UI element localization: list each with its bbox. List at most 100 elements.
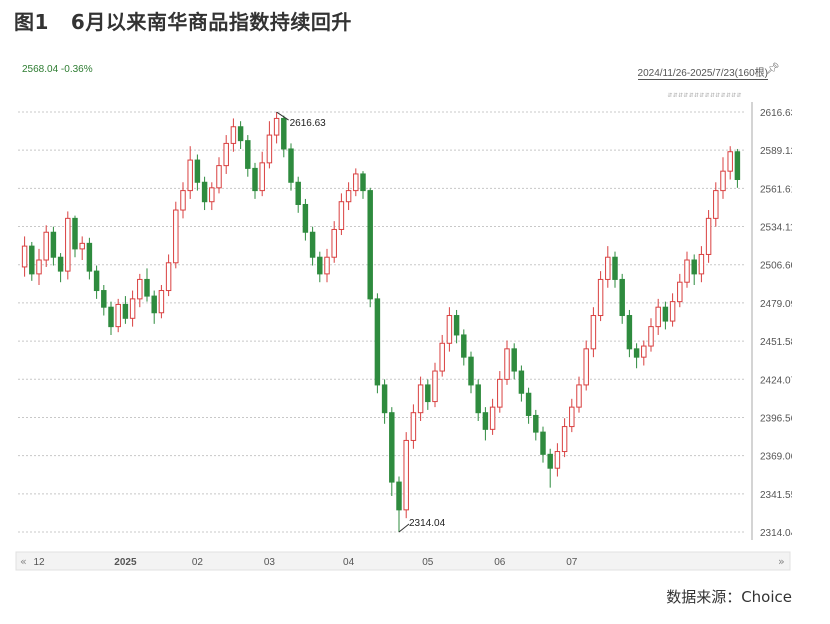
y-tick-label: 2369.06 [760, 452, 792, 463]
data-source: 数据来源：Choice [666, 588, 792, 606]
candle-body-up [273, 117, 280, 136]
x-tick-label: 06 [494, 557, 506, 568]
figure-number: 图1 [14, 10, 49, 34]
y-tick-label: 2534.11 [760, 223, 792, 234]
candle-body-up [446, 315, 453, 344]
candle-body-up [209, 187, 215, 203]
candle-body-up [655, 306, 661, 328]
x-tick-label: 12 [33, 557, 45, 568]
candle-body-up [713, 190, 719, 219]
candle-body-up [36, 259, 42, 275]
y-tick-label: 2451.58 [760, 337, 792, 348]
candle-body-up [669, 301, 676, 322]
scroll-left-icon[interactable]: « [20, 555, 27, 568]
candle-body-down [29, 245, 35, 275]
y-tick-label: 2396.56 [760, 413, 792, 424]
candle-body-up [115, 303, 121, 328]
candle-body-down [453, 315, 460, 336]
candle-body-down [662, 306, 669, 322]
toolbar-strip[interactable]: ⇵⇵⇵⇵⇵⇵⇵⇵⇵⇵⇵⇵⇵⇵ [667, 90, 742, 99]
candle-body-down [281, 117, 287, 150]
candle-body-up [439, 342, 445, 372]
candle-body-up [187, 159, 193, 192]
low-annotation-arrow [398, 523, 410, 533]
y-tick-label: 2506.60 [760, 261, 792, 272]
candle-body-down [691, 259, 697, 275]
candle-body-down [511, 348, 517, 372]
pin-icon[interactable]: 📌︎ [766, 62, 780, 75]
candle-body-up [497, 378, 503, 408]
candle-body-down [93, 270, 100, 292]
candle-body-up [338, 201, 345, 230]
x-tick-label: 03 [264, 557, 276, 568]
candle-body-down [101, 290, 107, 308]
candle-body-down [144, 278, 150, 297]
candle-body-down [475, 384, 481, 414]
low-annotation-label: 2314.04 [409, 518, 446, 529]
candle-body-down [396, 481, 402, 511]
candle-body-up [561, 426, 568, 453]
y-tick-label: 2314.04 [760, 528, 792, 539]
candle-body-up [345, 190, 352, 203]
candle-body-down [540, 431, 546, 455]
candle-body-down [626, 315, 633, 350]
candle-body-up [605, 256, 611, 280]
candle-body-up [569, 406, 575, 428]
candle-body-up [720, 170, 726, 192]
candle-body-up [165, 262, 172, 292]
candle-body-up [21, 245, 28, 268]
candle-body-up [129, 298, 136, 319]
candle-body-up [590, 315, 597, 350]
candle-body-down [633, 348, 640, 358]
candle-body-down [381, 384, 388, 414]
candle-body-down [57, 256, 64, 272]
candle-body-up [137, 278, 143, 300]
figure-title: 图1 6月以来南华商品指数持续回升 [14, 6, 352, 35]
x-axis-scrollbar[interactable] [15, 551, 791, 571]
candle-body-down [252, 167, 258, 192]
x-tick-label: 04 [343, 557, 355, 568]
candle-body-up [417, 384, 424, 414]
scroll-right-icon[interactable]: » [778, 555, 785, 568]
candle-body-down [734, 151, 741, 180]
candle-body-up [727, 151, 733, 172]
chart-panel: 2568.04 -0.36% 2024/11/26-2025/7/23(160根… [14, 54, 792, 574]
candle-body-up [432, 370, 438, 403]
candle-body-up [79, 242, 85, 250]
candle-body-up [173, 209, 179, 264]
candle-body-down [482, 412, 489, 430]
y-tick-label: 2561.61 [760, 184, 792, 195]
candle-body-up [180, 190, 186, 211]
candle-body-down [86, 242, 93, 272]
y-tick-label: 2424.07 [760, 375, 792, 386]
price-quote: 2568.04 -0.36% [22, 64, 93, 75]
candle-body-up [266, 134, 273, 164]
candle-body-up [576, 384, 582, 408]
candle-body-down [72, 217, 78, 250]
candle-body-up [597, 278, 604, 317]
candle-body-down [518, 370, 525, 394]
x-tick-label: 05 [422, 557, 434, 568]
candle-body-down [194, 159, 201, 183]
candle-body-up [216, 165, 222, 189]
candle-body-down [547, 453, 553, 469]
candle-body-down [360, 173, 366, 192]
candle-body-down [237, 126, 244, 142]
candle-body-up [230, 126, 237, 144]
candle-body-down [461, 334, 467, 358]
candle-body-up [410, 412, 417, 441]
candle-body-up [648, 326, 654, 347]
candle-body-down [367, 190, 373, 300]
candle-body-down [108, 306, 114, 328]
date-range-selector[interactable]: 2024/11/26-2025/7/23(160根) [637, 64, 768, 80]
candle-body-down [309, 231, 316, 258]
candle-body-down [50, 231, 57, 258]
candle-body-down [201, 181, 208, 203]
candle-body-down [122, 303, 129, 319]
candle-body-down [317, 256, 323, 275]
candle-body-down [619, 278, 625, 317]
candle-body-up [677, 281, 683, 303]
candle-body-down [245, 140, 251, 169]
candle-body-down [468, 356, 474, 386]
candle-body-up [223, 142, 229, 167]
